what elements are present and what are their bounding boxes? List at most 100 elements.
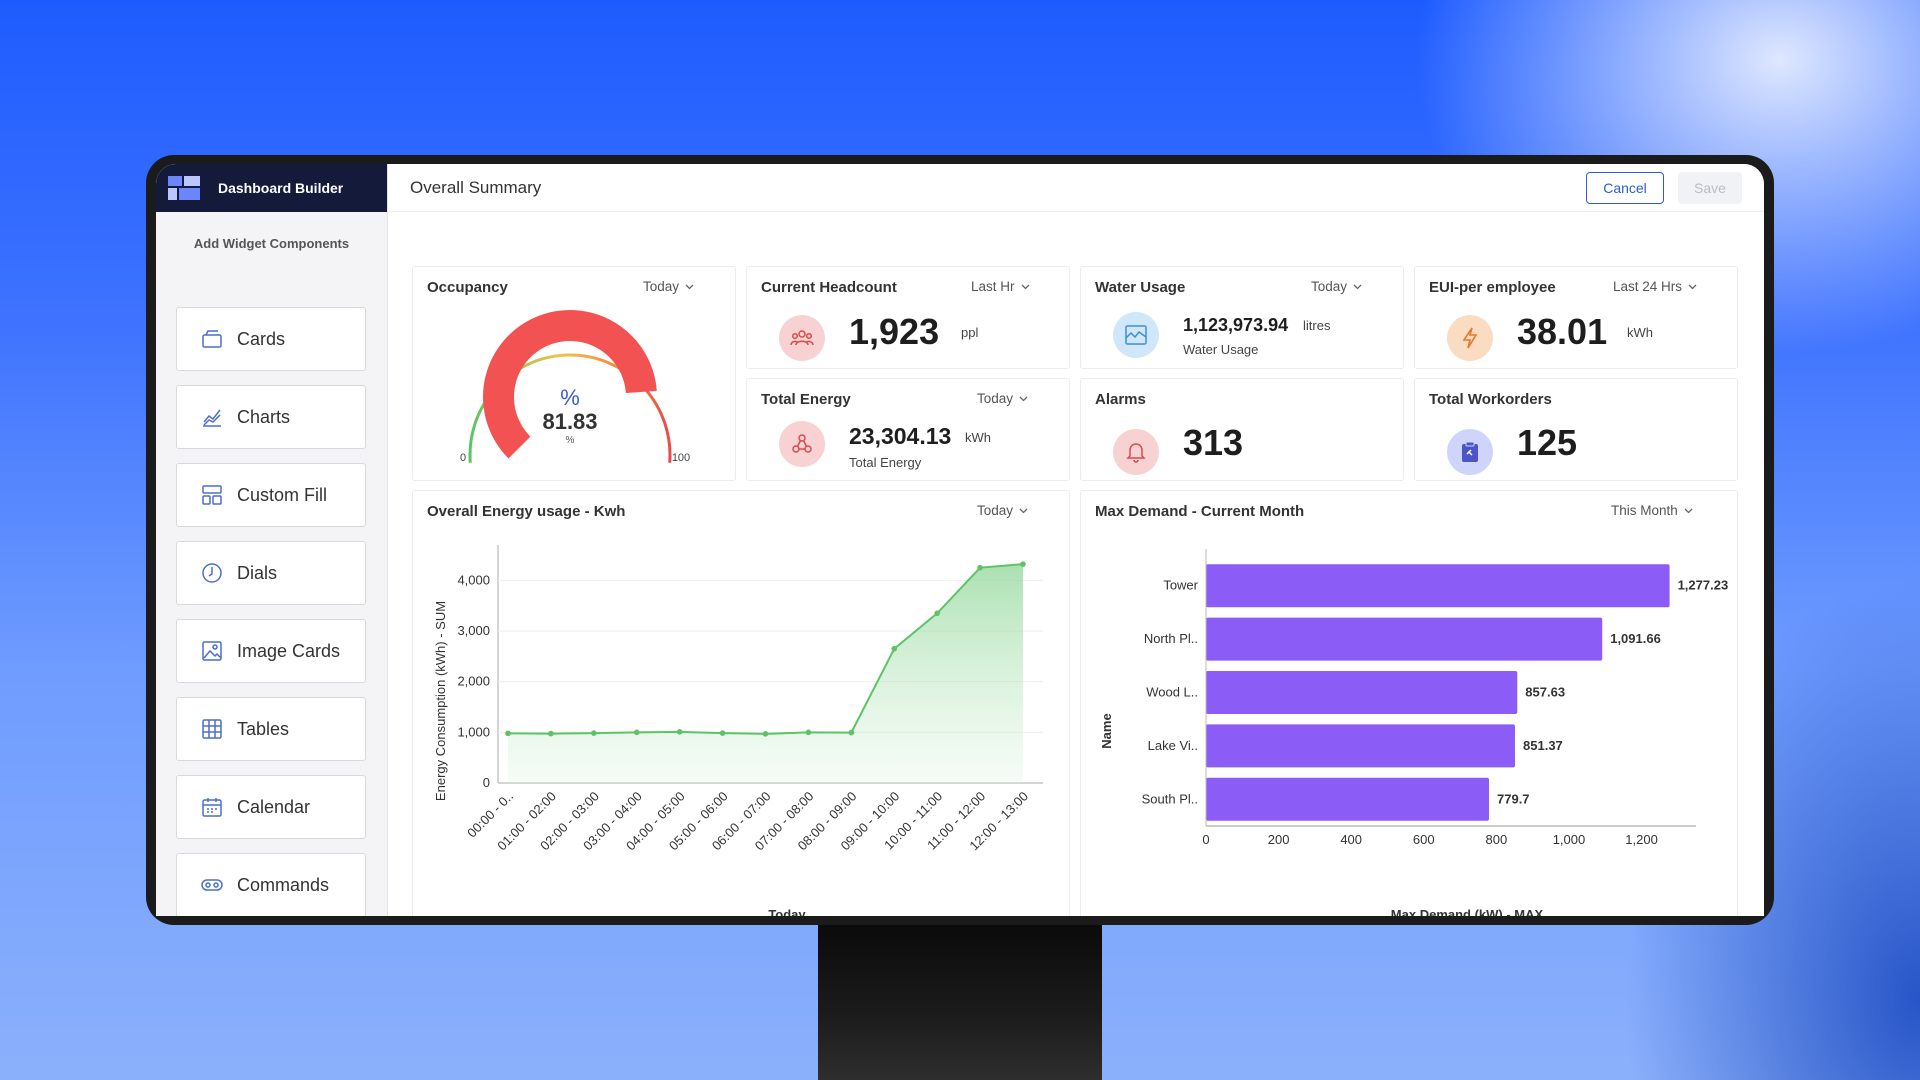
energy-icon-badge	[779, 421, 825, 467]
save-button[interactable]: Save	[1678, 171, 1742, 204]
water-usage-widget[interactable]: Water Usage Today 1,123,973.94 litres Wa…	[1080, 266, 1404, 369]
calendar-icon	[202, 798, 222, 817]
alarms-icon-badge	[1113, 429, 1159, 475]
sidebar-item-label: Image Cards	[237, 640, 341, 661]
sidebar-item-label: Calendar	[237, 796, 311, 817]
x-tick-label: 200	[1268, 832, 1290, 847]
data-point[interactable]	[1020, 561, 1026, 567]
widget-title: EUI-per employee	[1429, 279, 1556, 296]
cancel-button[interactable]: Cancel	[1586, 171, 1664, 204]
data-point[interactable]	[633, 729, 640, 736]
period-dropdown[interactable]: Last 24 Hrs	[1613, 279, 1697, 294]
kpi-value: 1,123,973.94	[1183, 315, 1289, 335]
period-dropdown[interactable]: Today	[977, 503, 1028, 518]
widget-title: Overall Energy usage - Kwh	[427, 503, 626, 520]
page-title: Overall Summary	[410, 177, 542, 197]
data-point[interactable]	[934, 610, 940, 617]
sidebar-subtitle: Add Widget Components	[193, 236, 350, 251]
period-dropdown[interactable]: Today	[1311, 279, 1362, 294]
y-tick-label: 1,000	[457, 724, 490, 739]
bar[interactable]	[1206, 777, 1490, 821]
kpi-subtitle: Water Usage	[1183, 342, 1259, 357]
data-point[interactable]	[848, 729, 855, 736]
eui-widget[interactable]: EUI-per employee Last 24 Hrs 38.01 kWh	[1414, 266, 1738, 369]
sidebar-item-charts[interactable]: Charts	[176, 385, 366, 449]
kpi-value: 38.01	[1517, 311, 1608, 352]
data-point[interactable]	[548, 730, 554, 737]
kpi-value: 1,923	[849, 311, 940, 352]
sidebar-item-calendar[interactable]: Calendar	[176, 775, 366, 839]
category-label: South Pl..	[1142, 791, 1198, 806]
headcount-icon-badge	[779, 315, 825, 361]
data-point[interactable]	[591, 730, 597, 736]
sidebar-item-tables[interactable]: Tables	[176, 697, 366, 761]
monitor-stand	[818, 922, 1102, 1080]
sidebar: Dashboard Builder Add Widget Components …	[156, 164, 388, 916]
x-tick-label: 800	[1486, 832, 1508, 847]
bar[interactable]	[1206, 724, 1516, 768]
gauge-fill	[483, 310, 657, 459]
chevron-down-icon	[1684, 508, 1693, 513]
bar[interactable]	[1206, 671, 1518, 714]
x-tick-label: 0	[1202, 832, 1209, 847]
sidebar-item-cards[interactable]: Cards	[176, 307, 366, 371]
alarms-widget[interactable]: Alarms 313	[1080, 378, 1404, 481]
gauge-max-label: 100	[672, 452, 690, 464]
main-content: Overall Summary Cancel Save Occupancy To…	[388, 164, 1764, 916]
gauge-outer-arc	[468, 353, 672, 463]
image-cards-icon	[202, 641, 222, 661]
period-dropdown[interactable]: Today	[977, 391, 1028, 406]
sidebar-item-dials[interactable]: Dials	[176, 541, 366, 605]
data-point[interactable]	[676, 729, 683, 735]
workorders-icon-badge	[1447, 429, 1493, 475]
chevron-down-icon	[1019, 508, 1028, 513]
total-energy-widget[interactable]: Total Energy Today 23,304.13 kWh Total E…	[746, 378, 1070, 481]
sidebar-header: Dashboard Builder	[156, 164, 387, 212]
y-axis-label: Energy Consumption (kWh) - SUM	[433, 601, 448, 801]
water-icon-badge	[1113, 312, 1159, 358]
y-tick-label: 3,000	[457, 623, 490, 638]
widget-title: Alarms	[1095, 391, 1146, 408]
bell-icon	[1126, 443, 1146, 463]
sidebar-item-image-cards[interactable]: Image Cards	[176, 619, 366, 683]
headcount-widget[interactable]: Current Headcount Last Hr 1,923 ppl	[746, 266, 1070, 369]
period-dropdown[interactable]: Today	[643, 279, 694, 294]
bar[interactable]	[1206, 564, 1670, 608]
sidebar-item-commands[interactable]: Commands	[176, 853, 366, 916]
period-dropdown[interactable]: Last Hr	[971, 279, 1030, 294]
bar[interactable]	[1206, 617, 1603, 661]
widget-title: Water Usage	[1095, 279, 1186, 296]
workorders-widget[interactable]: Total Workorders 125	[1414, 378, 1738, 481]
widget-title: Max Demand - Current Month	[1095, 503, 1305, 520]
data-point[interactable]	[762, 731, 769, 737]
sidebar-item-custom-fill[interactable]: Custom Fill	[176, 463, 366, 527]
data-point[interactable]	[805, 729, 812, 736]
water-chart-icon	[1125, 325, 1147, 345]
widget-title: Current Headcount	[761, 279, 897, 296]
data-point[interactable]	[719, 730, 726, 736]
category-label: Lake Vi..	[1148, 738, 1198, 753]
kpi-value: 313	[1183, 422, 1244, 463]
lightning-icon	[1462, 327, 1478, 349]
monitor: Dashboard Builder Add Widget Components …	[146, 155, 1774, 925]
sidebar-item-label: Charts	[237, 406, 291, 427]
value-label: 851.37	[1523, 738, 1563, 753]
energy-usage-chart-widget[interactable]: Overall Energy usage - Kwh Today 0 1,000 2…	[412, 490, 1070, 916]
chevron-down-icon	[685, 284, 694, 289]
widget-title: Total Workorders	[1429, 391, 1552, 408]
max-demand-bar-chart: Tower North Pl.. Wood L.. Lake Vi.. South Pl…	[1099, 549, 1728, 916]
x-tick-label: 400	[1340, 832, 1362, 847]
value-label: 857.63	[1525, 685, 1565, 700]
chevron-down-icon	[1688, 284, 1697, 289]
sidebar-item-label: Cards	[237, 328, 286, 349]
data-point[interactable]	[891, 645, 898, 652]
x-tick-label: 1,200	[1625, 832, 1658, 847]
people-group-icon	[790, 330, 814, 346]
gauge-unit: %	[566, 435, 575, 446]
occupancy-widget[interactable]: Occupancy Today % 81.83 % 0 100	[412, 266, 736, 481]
category-label: North Pl..	[1144, 631, 1198, 646]
max-demand-chart-widget[interactable]: Max Demand - Current Month This Month To…	[1080, 490, 1738, 916]
data-point[interactable]	[505, 730, 511, 737]
data-point[interactable]	[977, 564, 983, 571]
period-dropdown[interactable]: This Month	[1611, 503, 1693, 518]
